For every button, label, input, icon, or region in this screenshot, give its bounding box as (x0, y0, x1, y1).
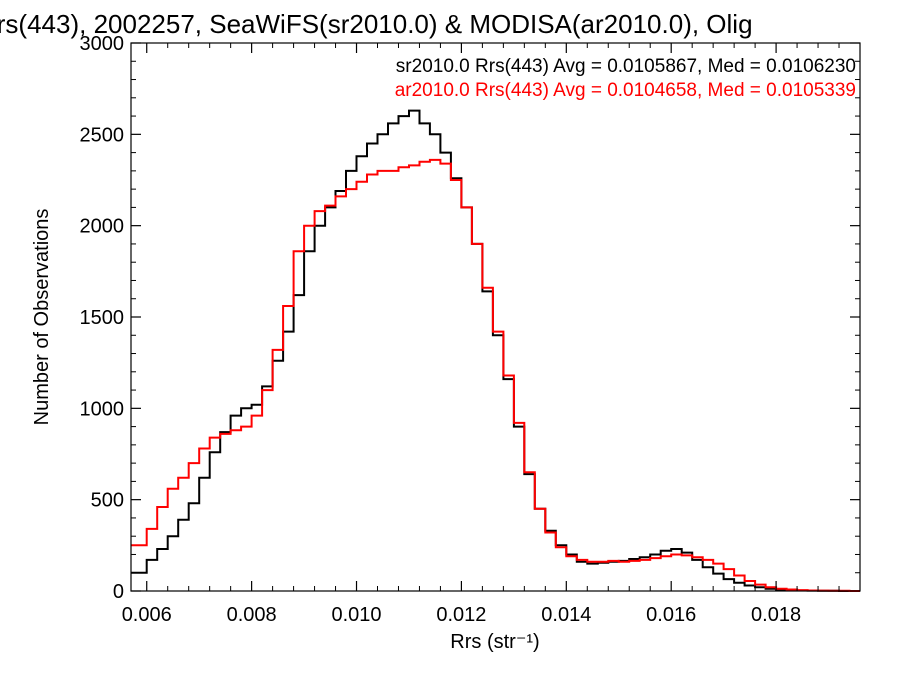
legend-entry-ar: ar2010.0 Rrs(443) Avg = 0.0104658, Med =… (395, 80, 856, 101)
x-axis-label: Rrs (str⁻¹) (450, 631, 539, 653)
series-layer (131, 109, 860, 592)
y-tick-label: 0 (113, 581, 124, 603)
x-tick-label: 0.012 (436, 604, 486, 626)
y-tick-label: 2500 (80, 124, 125, 146)
x-tick-label: 0.006 (122, 604, 172, 626)
y-tick-label: 1500 (80, 307, 125, 329)
y-axis-label: Number of Observations (31, 209, 53, 426)
x-tick-label: 0.010 (331, 604, 381, 626)
y-tick-label: 3000 (80, 33, 125, 55)
x-tick-label: 0.014 (541, 604, 591, 626)
x-tick-label: 0.008 (227, 604, 277, 626)
series-line-ar (131, 158, 860, 592)
axis-layer: 0.006 0.008 0.010 0.012 0.014 0.016 0.018 0 500 1… (80, 33, 861, 626)
y-tick-label: 2000 (80, 216, 125, 238)
x-tick-label: 0.016 (646, 604, 696, 626)
x-tick-label: 0.018 (751, 604, 801, 626)
chart-title: Rrs(443), 2002257, SeaWiFS(sr2010.0) & M… (0, 9, 753, 39)
y-tick-label: 1000 (80, 398, 125, 420)
legend-entry-sr: sr2010.0 Rrs(443) Avg = 0.0105867, Med =… (396, 56, 856, 77)
y-tick-label: 500 (91, 490, 124, 512)
